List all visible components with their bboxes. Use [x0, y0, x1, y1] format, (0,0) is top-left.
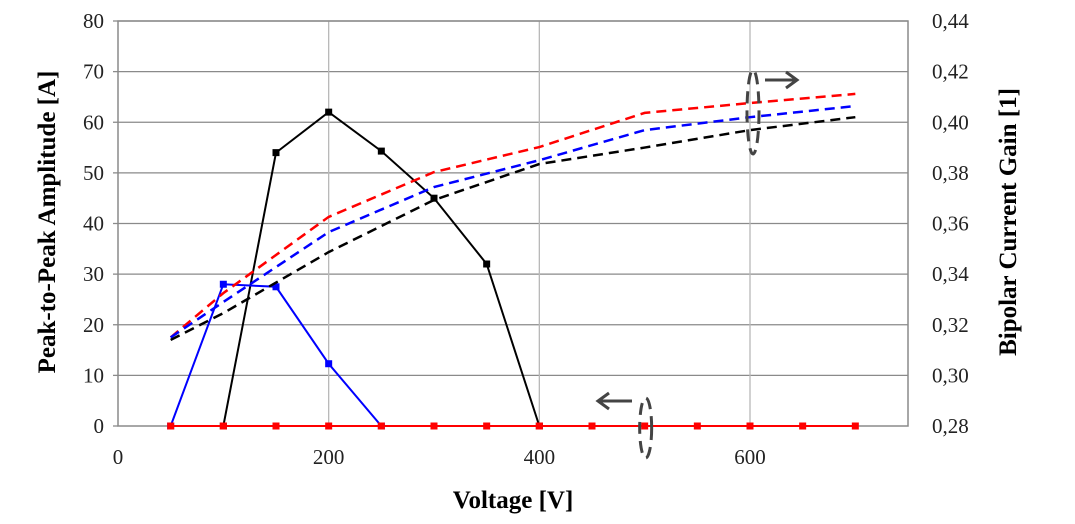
- data-point: [799, 422, 807, 430]
- y-tick-label: 50: [83, 161, 104, 185]
- y-axis-label: Peak-to-Peak Amplitude [A]: [34, 71, 61, 374]
- tick-labels: 0 10 20 30 40 50 60 70 80 0 200 400 600 0,28 0,30 0,32 0…: [83, 9, 969, 469]
- y-tick-label: 80: [83, 9, 104, 33]
- data-point: [851, 422, 859, 430]
- y-tick-label: 70: [83, 60, 104, 84]
- arrow-right-icon: [765, 70, 800, 90]
- y-tick-label: 10: [83, 363, 104, 387]
- data-point: [535, 422, 543, 430]
- y2-tick-label: 0,42: [932, 60, 969, 84]
- data-point: [377, 422, 385, 430]
- x-tick-label: 400: [524, 445, 556, 469]
- y-tick-label: 0: [94, 414, 105, 438]
- series-line-1: [169, 283, 383, 427]
- data-point: [167, 422, 175, 430]
- series-line-4: [169, 104, 856, 339]
- y-tick-label: 60: [83, 110, 104, 134]
- y2-axis-label: Bipolar Current Gain [1]: [995, 88, 1022, 356]
- data-point: [272, 149, 280, 157]
- data-point: [483, 422, 491, 430]
- arrow-left-icon: [595, 391, 632, 411]
- y-tick-label: 40: [83, 212, 104, 236]
- y2-tick-label: 0,32: [932, 313, 969, 337]
- data-point: [272, 422, 280, 430]
- series-group: [167, 92, 859, 430]
- data-point: [588, 422, 596, 430]
- grid: [113, 20, 909, 427]
- x-tick-label: 0: [113, 445, 124, 469]
- data-point: [219, 422, 227, 430]
- y2-tick-label: 0,36: [932, 212, 969, 236]
- data-point: [377, 147, 385, 155]
- y2-tick-label: 0,40: [932, 110, 969, 134]
- annotations: [595, 68, 800, 460]
- annotation-ellipse-left: [638, 396, 654, 460]
- y2-tick-label: 0,38: [932, 161, 969, 185]
- data-point: [325, 422, 333, 430]
- y2-tick-label: 0,44: [932, 9, 969, 33]
- data-point: [430, 422, 438, 430]
- y2-tick-label: 0,28: [932, 414, 969, 438]
- data-point: [219, 280, 227, 288]
- y-tick-label: 20: [83, 313, 104, 337]
- data-point: [483, 260, 491, 268]
- series-line-5: [170, 115, 856, 342]
- data-point: [325, 108, 333, 116]
- data-point: [272, 283, 280, 291]
- data-point: [641, 422, 649, 430]
- y2-tick-label: 0,30: [932, 363, 969, 387]
- data-point: [746, 422, 754, 430]
- y-tick-label: 30: [83, 262, 104, 286]
- data-point: [693, 422, 701, 430]
- data-point: [430, 194, 438, 202]
- x-tick-label: 600: [734, 445, 766, 469]
- x-axis-label: Voltage [V]: [453, 487, 574, 514]
- x-tick-label: 200: [313, 445, 345, 469]
- data-point: [325, 360, 333, 368]
- y2-tick-label: 0,34: [932, 262, 969, 286]
- annotation-ellipse-right: [745, 68, 761, 156]
